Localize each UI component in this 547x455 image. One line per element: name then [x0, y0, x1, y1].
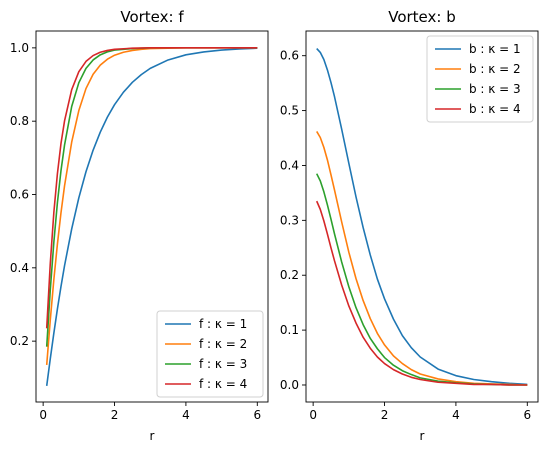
chart-f-legend-frame — [156, 310, 264, 398]
chart-f-legend-label: f : κ = 2 — [199, 337, 247, 351]
chart-b-legend-label: b : κ = 2 — [469, 62, 521, 76]
chart-b-y-tick-label: 0.6 — [280, 49, 299, 63]
chart-f-x-axis-label: r — [150, 429, 155, 443]
chart-f-y-tick-label: 0.8 — [10, 114, 29, 128]
chart-f-legend-label: f : κ = 4 — [199, 377, 247, 391]
chart-b-legend-label: b : κ = 4 — [469, 102, 521, 116]
chart-f-x-tick-label: 2 — [111, 408, 119, 422]
chart-f-y-tick-label: 0.6 — [10, 188, 29, 202]
chart-b-y-tick-label: 0.1 — [280, 323, 299, 337]
chart-b-y-tick-label: 0.0 — [280, 378, 299, 392]
chart-b-legend-label: b : κ = 3 — [469, 82, 521, 96]
chart-f-y-tick-label: 0.2 — [10, 334, 29, 348]
chart-f-legend-label: f : κ = 1 — [199, 317, 247, 331]
chart-b-y-tick-label: 0.4 — [280, 158, 299, 172]
chart-b-series-line — [315, 200, 528, 386]
chart-b-axes-frame — [305, 30, 539, 403]
chart-f-y-tick-label: 0.4 — [10, 261, 29, 275]
chart-f-series-line — [45, 47, 258, 386]
chart-b-x-axis-label: r — [420, 429, 425, 443]
chart-f-axes-frame — [35, 30, 269, 403]
chart-b-y-tick-label: 0.2 — [280, 268, 299, 282]
chart-f-y-tick-label: 1.0 — [10, 41, 29, 55]
chart-f-series-line — [45, 47, 258, 329]
chart-b-legend: b : κ = 1 b : κ = 2 b : κ = 3 b : κ = 4 — [426, 35, 534, 123]
chart-f-x-tick-label: 0 — [39, 408, 47, 422]
chart-b-series-line — [316, 48, 528, 386]
chart-b-x-tick-label: 2 — [381, 408, 389, 422]
chart-f-title: Vortex: f — [120, 8, 184, 26]
chart-b-y-tick-label: 0.5 — [280, 104, 299, 118]
chart-f-x-tick-label: 6 — [253, 408, 261, 422]
chart-b-x-tick-label: 4 — [452, 408, 460, 422]
chart-b-legend-frame — [426, 35, 534, 123]
chart-b-title: Vortex: b — [388, 8, 456, 26]
chart-b-x-tick-label: 6 — [523, 408, 531, 422]
chart-f-legend-label: f : κ = 3 — [199, 357, 247, 371]
chart-b-panel: 0 2 4 6 0.0 0.1 0.2 0.3 0.4 0.5 0.6 Vortex: b r b : κ… — [280, 8, 539, 443]
chart-b-legend-label: b : κ = 1 — [469, 42, 521, 56]
chart-b-y-tick-label: 0.3 — [280, 213, 299, 227]
chart-b-x-tick-label: 0 — [309, 408, 317, 422]
chart-b-series-line — [316, 131, 528, 386]
chart-f-x-tick-label: 4 — [182, 408, 190, 422]
chart-f-legend: f : κ = 1 f : κ = 2 f : κ = 3 f : κ = 4 — [156, 310, 264, 398]
